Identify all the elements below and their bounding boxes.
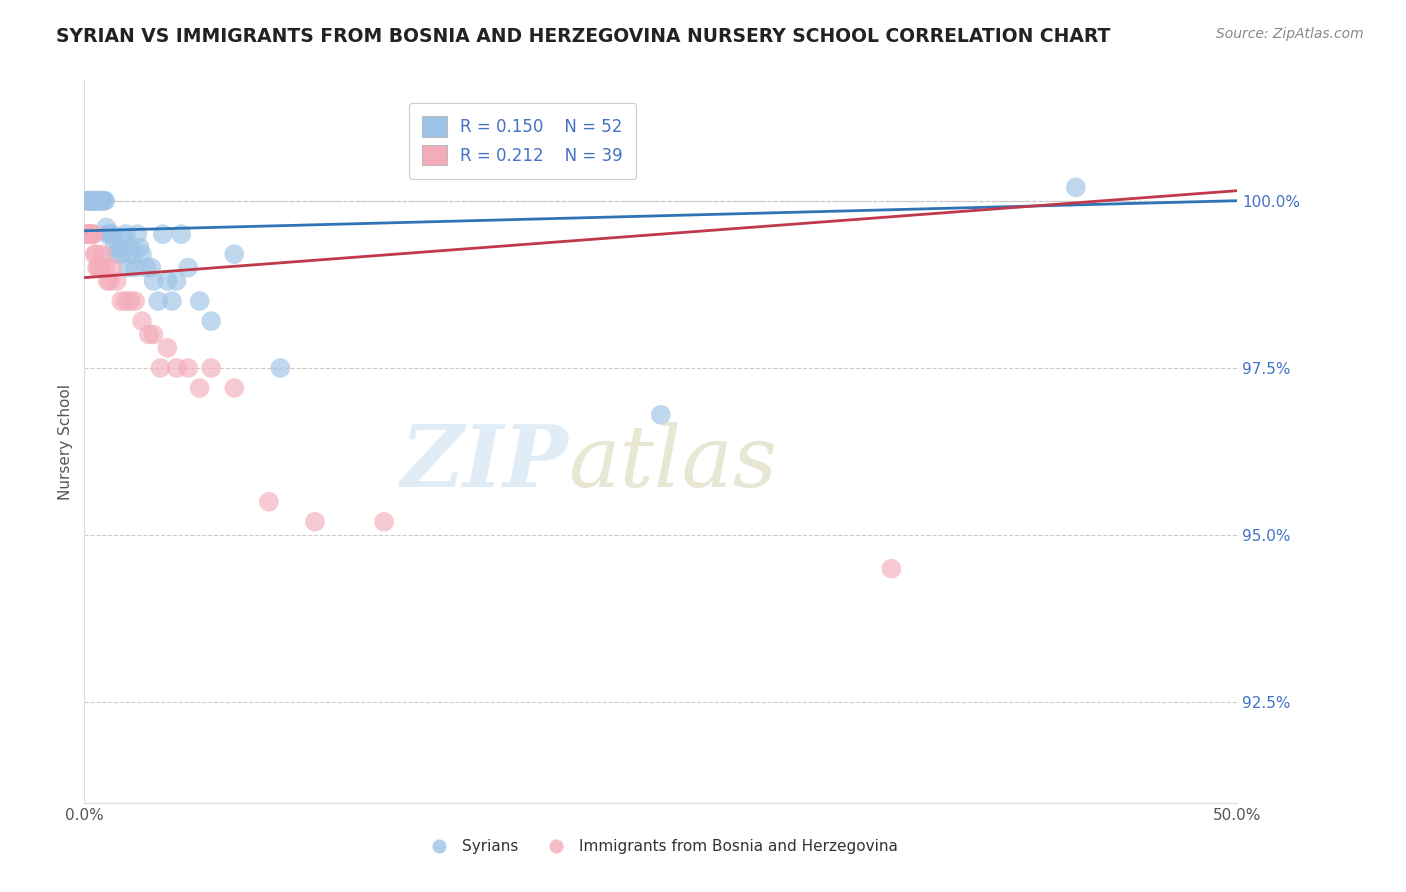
Point [156, 341, 179, 355]
Point [166, 274, 188, 288]
Point [76, 227, 98, 241]
Point [80, 227, 103, 241]
Point [76, 194, 98, 208]
Point [77, 227, 100, 241]
Point [127, 227, 149, 241]
Point [115, 293, 138, 308]
Point [98, 274, 121, 288]
Point [110, 293, 132, 308]
Point [131, 314, 153, 328]
Point [880, 561, 903, 575]
Point [84, 194, 107, 208]
Point [156, 274, 179, 288]
Point [128, 240, 150, 254]
Point [80, 194, 103, 208]
Point [98, 227, 121, 241]
Point [77, 194, 100, 208]
Point [79, 194, 101, 208]
Text: SYRIAN VS IMMIGRANTS FROM BOSNIA AND HERZEGOVINA NURSERY SCHOOL CORRELATION CHAR: SYRIAN VS IMMIGRANTS FROM BOSNIA AND HER… [56, 27, 1111, 45]
Point [650, 408, 672, 422]
Point [96, 220, 118, 235]
Point [94, 260, 117, 275]
Point [149, 360, 172, 375]
Point [373, 515, 395, 529]
Point [131, 247, 153, 261]
Point [83, 227, 105, 241]
Point [142, 327, 165, 342]
Point [224, 381, 246, 395]
Point [89, 260, 111, 275]
Point [89, 194, 111, 208]
Point [138, 327, 160, 342]
Point [79, 227, 101, 241]
Point [76, 227, 98, 241]
Point [135, 260, 157, 275]
Point [80, 194, 103, 208]
Point [304, 515, 326, 529]
Point [188, 381, 211, 395]
Text: atlas: atlas [568, 422, 778, 505]
Point [177, 360, 200, 375]
Point [115, 227, 138, 241]
Point [108, 240, 131, 254]
Point [124, 293, 146, 308]
Point [120, 240, 142, 254]
Point [77, 194, 100, 208]
Point [91, 194, 114, 208]
Point [200, 314, 222, 328]
Point [89, 194, 111, 208]
Point [77, 227, 100, 241]
Point [166, 360, 188, 375]
Point [170, 227, 193, 241]
Point [82, 227, 104, 241]
Point [94, 194, 117, 208]
Point [101, 227, 124, 241]
Point [82, 194, 104, 208]
Point [1064, 180, 1087, 194]
Point [124, 260, 146, 275]
Point [269, 360, 291, 375]
Point [101, 260, 124, 275]
Point [79, 227, 101, 241]
Text: ZIP: ZIP [401, 421, 568, 505]
Legend: Syrians, Immigrants from Bosnia and Herzegovina: Syrians, Immigrants from Bosnia and Herz… [418, 833, 904, 860]
Point [87, 194, 110, 208]
Y-axis label: Nursery School: Nursery School [58, 384, 73, 500]
Point [146, 293, 169, 308]
Point [112, 234, 135, 248]
Point [110, 247, 132, 261]
Point [86, 194, 108, 208]
Point [84, 247, 107, 261]
Point [96, 274, 118, 288]
Point [152, 227, 174, 241]
Point [80, 227, 103, 241]
Point [141, 260, 163, 275]
Point [121, 247, 143, 261]
Point [79, 194, 101, 208]
Point [257, 494, 280, 508]
Point [177, 260, 200, 275]
Text: Source: ZipAtlas.com: Source: ZipAtlas.com [1216, 27, 1364, 41]
Point [93, 194, 115, 208]
Point [120, 293, 142, 308]
Point [105, 247, 128, 261]
Point [91, 247, 114, 261]
Point [160, 293, 183, 308]
Point [103, 240, 125, 254]
Point [200, 360, 222, 375]
Point [90, 194, 112, 208]
Point [142, 274, 165, 288]
Point [87, 260, 110, 275]
Point [83, 194, 105, 208]
Point [117, 260, 139, 275]
Point [105, 274, 128, 288]
Point [83, 247, 105, 261]
Point [96, 227, 118, 241]
Point [86, 260, 108, 275]
Point [188, 293, 211, 308]
Point [224, 247, 246, 261]
Point [83, 194, 105, 208]
